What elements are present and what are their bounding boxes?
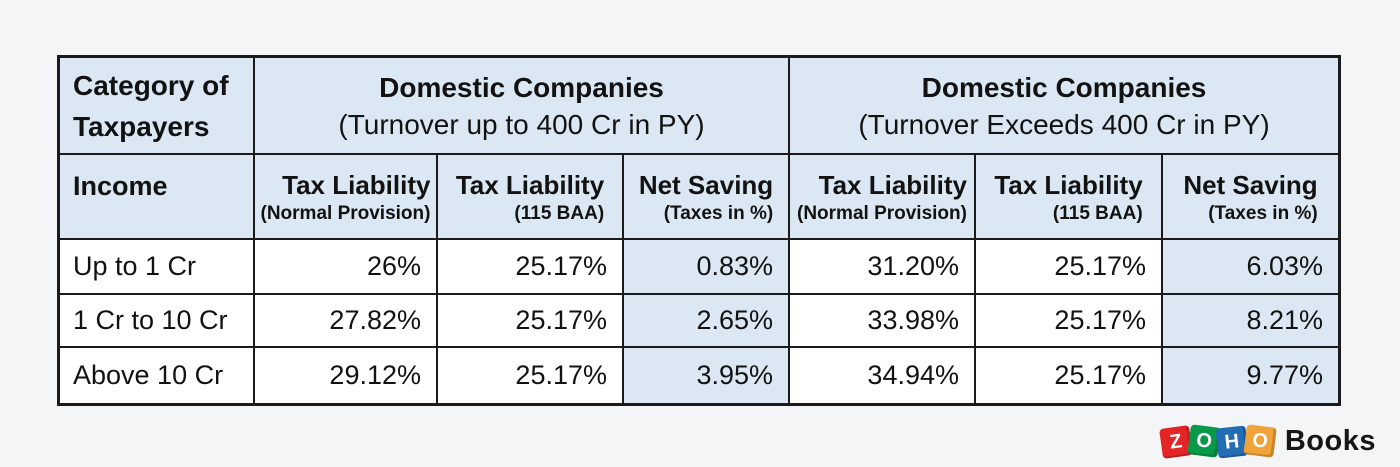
cell-value: 29.12%	[329, 360, 421, 390]
col-header-title: Tax Liability	[994, 170, 1143, 200]
cell-value: 0.83%	[696, 251, 773, 281]
table-cell-value: 27.82%	[255, 295, 438, 348]
table-cell-value: 26%	[255, 240, 438, 295]
table-cell-value: 34.94%	[790, 348, 976, 403]
col-header-subtitle: (Normal Provision)	[260, 203, 431, 224]
table-cell-net-saving: 3.95%	[624, 348, 790, 403]
zoho-tile-o2: O	[1243, 423, 1277, 458]
zoho-tile-h: H	[1215, 425, 1249, 458]
income-header-label: Income	[73, 171, 168, 201]
table-cell-net-saving: 2.65%	[624, 295, 790, 348]
col-header-net-saving-1: Net Saving (Taxes in %)	[624, 155, 790, 240]
col-header-title: Net Saving	[1183, 170, 1318, 200]
col-header-title: Net Saving	[638, 170, 774, 200]
table-cell-value: 25.17%	[976, 240, 1163, 295]
table-row-category: 1 Cr to 10 Cr	[60, 295, 255, 348]
table-cell-value: 29.12%	[255, 348, 438, 403]
cell-value: 25.17%	[1054, 305, 1146, 335]
cell-value: 26%	[366, 251, 421, 281]
col-header-tax-liability-normal-1: Tax Liability (Normal Provision)	[255, 155, 438, 240]
col-header-subtitle: (Taxes in %)	[663, 203, 774, 224]
col-header-tax-liability-normal-2: Tax Liability (Normal Provision)	[790, 155, 976, 240]
group-header-turnover-exceeds-400cr: Domestic Companies (Turnover Exceeds 400…	[790, 58, 1338, 155]
col-header-title: Tax Liability	[282, 170, 431, 200]
tax-comparison-table: Category of Taxpayers Domestic Companies…	[57, 55, 1341, 406]
cell-value: 25.17%	[1054, 360, 1146, 390]
group-header-turnover-upto-400cr: Domestic Companies (Turnover up to 400 C…	[255, 58, 790, 155]
cell-value: 34.94%	[867, 360, 959, 390]
table-cell-value: 25.17%	[438, 348, 624, 403]
table-row-category: Above 10 Cr	[60, 348, 255, 403]
cell-value: 25.17%	[1054, 251, 1146, 281]
cell-value: 33.98%	[867, 305, 959, 335]
cell-value: 27.82%	[329, 305, 421, 335]
group1-title: Domestic Companies	[379, 71, 664, 103]
group1-subtitle: (Turnover up to 400 Cr in PY)	[338, 108, 705, 140]
cell-value: 25.17%	[515, 251, 607, 281]
row-category-label: 1 Cr to 10 Cr	[73, 305, 228, 335]
table-cell-net-saving: 0.83%	[624, 240, 790, 295]
category-of-taxpayers-header: Category of Taxpayers	[60, 58, 255, 155]
table-cell-value: 25.17%	[438, 240, 624, 295]
cell-value: 31.20%	[867, 251, 959, 281]
col-header-tax-liability-115baa-1: Tax Liability (115 BAA)	[438, 155, 624, 240]
zoho-logo-icon: Z O H O	[1158, 423, 1277, 459]
table-row-category: Up to 1 Cr	[60, 240, 255, 295]
group2-title: Domestic Companies	[921, 71, 1207, 103]
cell-value: 6.03%	[1246, 251, 1323, 281]
table-cell-net-saving: 6.03%	[1163, 240, 1338, 295]
table-cell-net-saving: 8.21%	[1163, 295, 1338, 348]
col-header-subtitle: (Taxes in %)	[1208, 203, 1318, 224]
cell-value: 25.17%	[515, 305, 607, 335]
row-category-label: Above 10 Cr	[73, 360, 224, 390]
cell-value: 8.21%	[1246, 305, 1323, 335]
table-cell-net-saving: 9.77%	[1163, 348, 1338, 403]
col-header-title: Tax Liability	[455, 170, 605, 200]
cell-value: 2.65%	[696, 305, 773, 335]
table-cell-value: 25.17%	[976, 348, 1163, 403]
table-cell-value: 31.20%	[790, 240, 976, 295]
col-header-subtitle: (115 BAA)	[1052, 203, 1143, 224]
table-cell-value: 25.17%	[976, 295, 1163, 348]
cell-value: 3.95%	[696, 360, 773, 390]
category-header-line1: Category of	[73, 69, 229, 101]
income-column-header: Income	[60, 155, 255, 240]
col-header-subtitle: (115 BAA)	[514, 203, 605, 224]
zoho-books-logo: Z O H O Books	[1158, 423, 1376, 459]
col-header-net-saving-2: Net Saving (Taxes in %)	[1163, 155, 1338, 240]
zoho-books-wordmark: Books	[1284, 425, 1376, 457]
table-cell-value: 25.17%	[438, 295, 624, 348]
col-header-subtitle: (Normal Provision)	[797, 203, 967, 224]
col-header-title: Tax Liability	[818, 170, 967, 200]
cell-value: 9.77%	[1246, 360, 1323, 390]
category-header-line2: Taxpayers	[73, 110, 210, 142]
col-header-tax-liability-115baa-2: Tax Liability (115 BAA)	[976, 155, 1163, 240]
table-cell-value: 33.98%	[790, 295, 976, 348]
cell-value: 25.17%	[515, 360, 607, 390]
zoho-tile-z: Z	[1158, 424, 1193, 459]
group2-subtitle: (Turnover Exceeds 400 Cr in PY)	[858, 108, 1270, 140]
row-category-label: Up to 1 Cr	[73, 251, 197, 281]
